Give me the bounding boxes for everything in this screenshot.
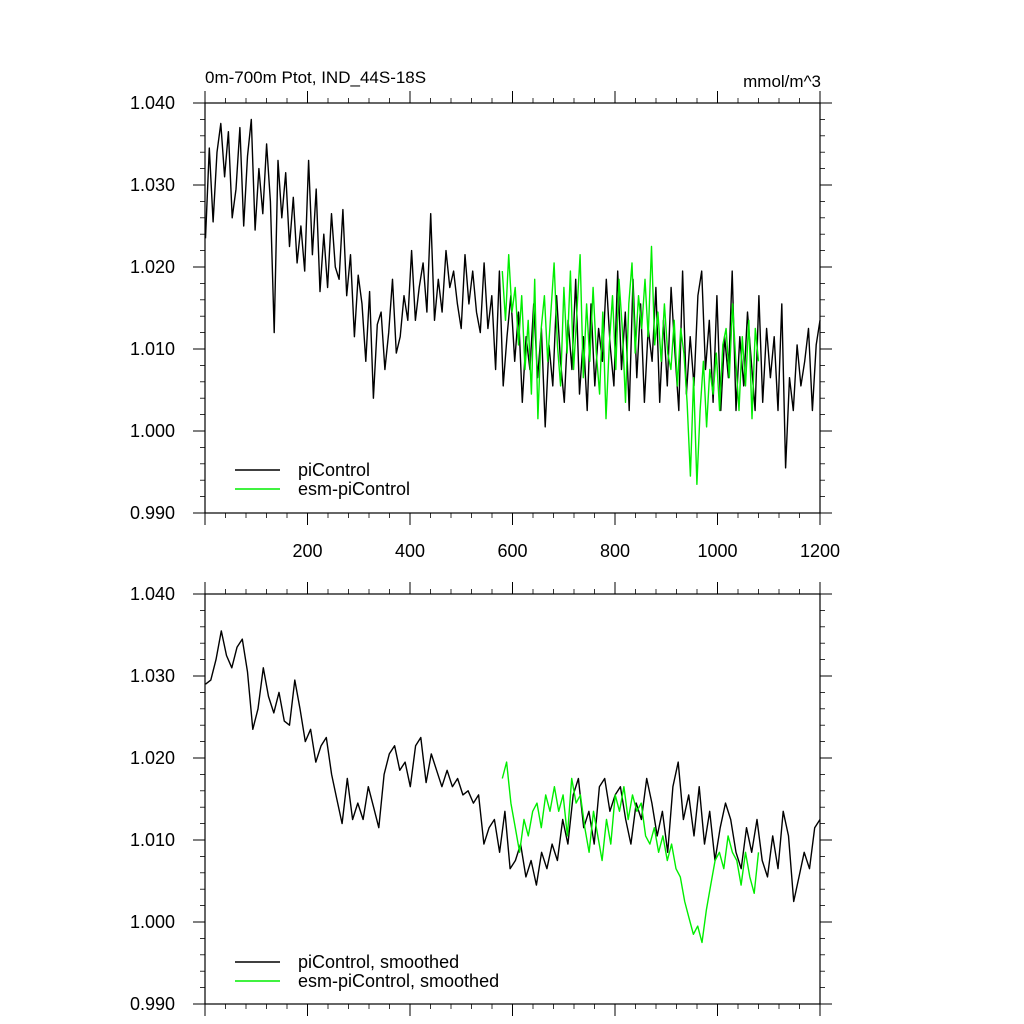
top-panel: 0m-700m Ptot, IND_44S-18S mmol/m^3 1.040… [130,68,840,561]
legend-label: piControl, smoothed [298,952,459,972]
legend-label: piControl [298,460,370,480]
y-tick-label: 1.030 [130,666,175,686]
x-tick-label: 1000 [697,541,737,561]
series-line-picontrol-smoothed [205,630,821,903]
x-tick-label: 400 [395,541,425,561]
y-tick-label: 1.020 [130,257,175,277]
y-tick-label: 1.020 [130,748,175,768]
legend-label: esm-piControl [298,479,410,499]
y-tick-label: 0.990 [130,503,175,523]
y-tick-label: 1.010 [130,339,175,359]
y-tick-label: 1.030 [130,175,175,195]
top-panel-units: mmol/m^3 [743,72,821,91]
legend-label: esm-piControl, smoothed [298,971,499,991]
series-line-esm-picontrol [501,245,760,485]
top-panel-title: 0m-700m Ptot, IND_44S-18S [205,68,426,87]
y-tick-label: 1.010 [130,830,175,850]
series-line-esm-picontrol-smoothed [501,761,760,944]
series-line-picontrol [204,118,821,469]
y-tick-label: 1.040 [130,584,175,604]
y-tick-label: 1.000 [130,912,175,932]
y-tick-label: 1.040 [130,93,175,113]
bottom-panel: 1.040 1.030 1.020 1.010 1.000 0.990 piControl… [130,582,832,1016]
top-panel-frame [204,102,821,514]
bottom-panel-frame [204,593,821,1005]
x-tick-label: 800 [600,541,630,561]
x-tick-label: 600 [497,541,527,561]
x-tick-label: 1200 [800,541,840,561]
y-tick-label: 0.990 [130,994,175,1014]
x-tick-label: 200 [292,541,322,561]
y-tick-label: 1.000 [130,421,175,441]
